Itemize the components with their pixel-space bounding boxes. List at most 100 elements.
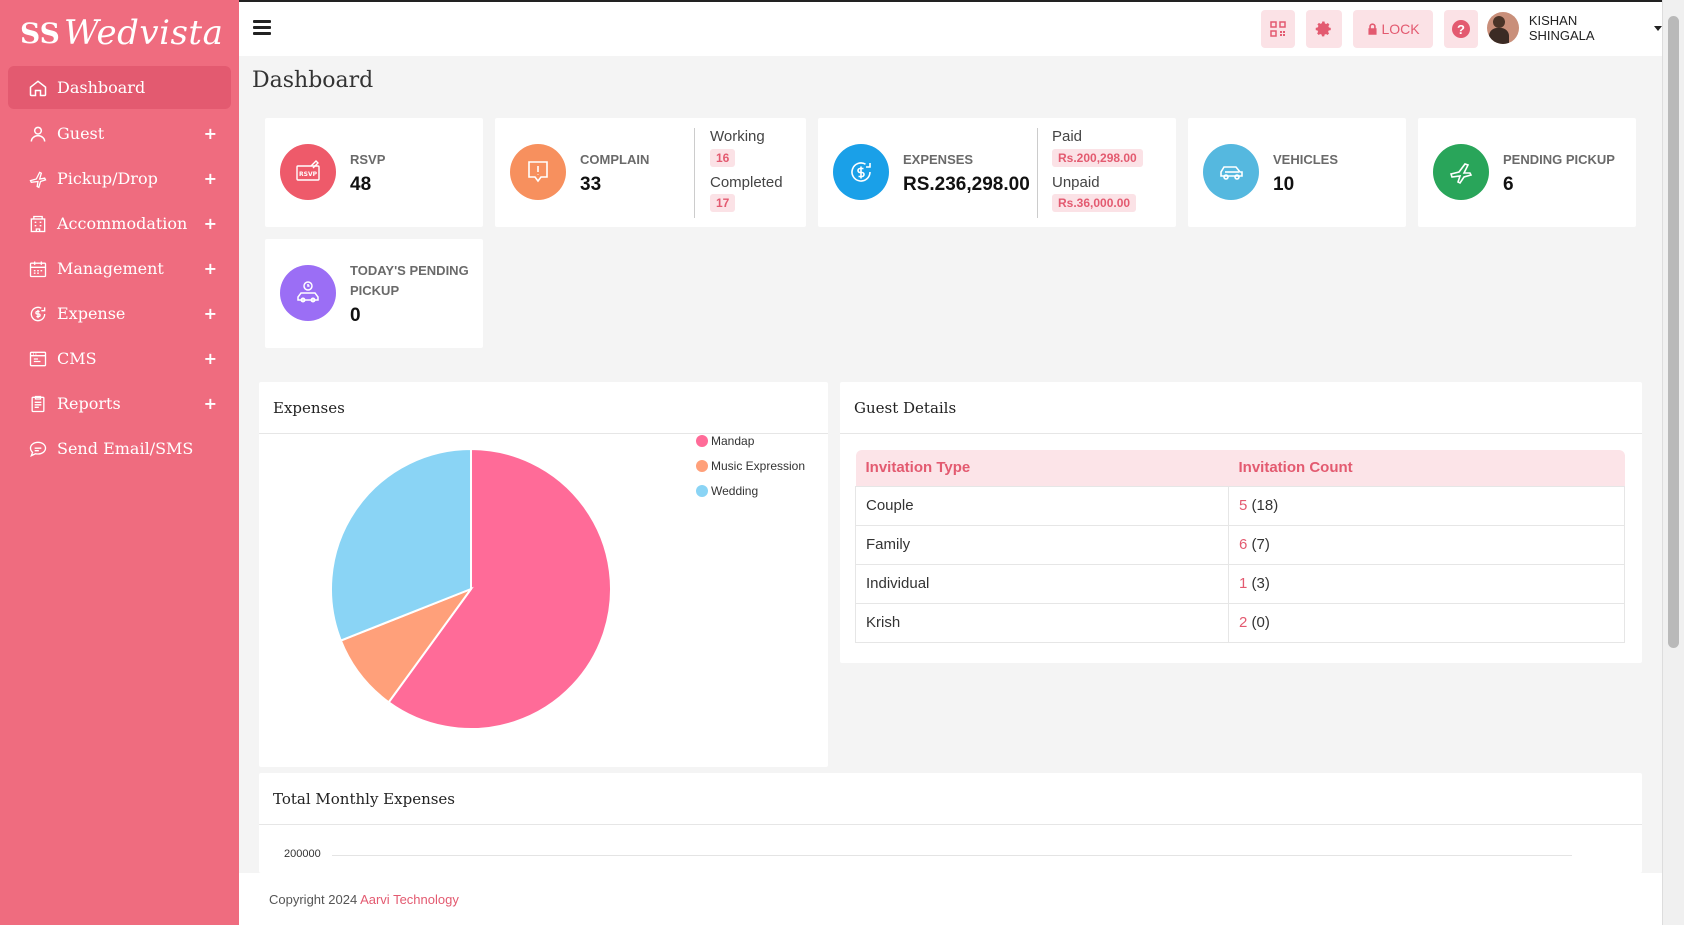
invitation-member-count: (3) [1251, 575, 1270, 592]
expenses-panel-header: Expenses [259, 382, 828, 434]
rsvp-icon-text: RSVP [299, 171, 318, 178]
pie-slice-mandap[interactable] [387, 447, 612, 730]
expenses-card[interactable]: EXPENSES RS.236,298.00 Paid Rs.200,298.0… [818, 118, 1176, 227]
invitation-count-link[interactable]: 5 [1239, 497, 1248, 514]
brand-logo[interactable]: SS Wedvista [0, 0, 239, 66]
paid-label: Paid [1052, 128, 1083, 145]
expand-plus-icon[interactable]: + [203, 349, 217, 368]
expenses-divider [1037, 128, 1038, 218]
invitation-type-cell: Krish [855, 602, 1229, 643]
home-icon [27, 77, 49, 99]
sidebar-item-pickup-drop[interactable]: Pickup/Drop + [0, 156, 239, 201]
sidebar-nav: Dashboard Guest + Pickup/Drop + Accommod… [0, 66, 239, 471]
expenses-chart-panel: Expenses Mandap Music Expression Wedding [259, 382, 828, 767]
legend-label: Mandap [711, 433, 755, 448]
expand-plus-icon[interactable]: + [203, 394, 217, 413]
sidebar-item-cms[interactable]: CMS + [0, 336, 239, 381]
invitation-member-count: (7) [1251, 536, 1270, 553]
sidebar-item-label: Expense [57, 304, 126, 323]
sidebar-item-dashboard[interactable]: Dashboard [8, 66, 231, 109]
pie-slice-music-expression[interactable] [339, 586, 474, 704]
invitation-type-cell: Family [855, 524, 1229, 565]
todays-pending-pickup-card[interactable]: TODAY'S PENDING PICKUP 0 [265, 239, 483, 348]
sidebar-item-label: Guest [57, 124, 105, 143]
expand-plus-icon[interactable]: + [203, 214, 217, 233]
rsvp-card-icon: RSVP [280, 144, 336, 200]
expenses-label: EXPENSES [903, 152, 974, 167]
expand-plus-icon[interactable]: + [203, 304, 217, 323]
table-row: Couple 5 (18) [855, 485, 1625, 526]
expand-plus-icon[interactable]: + [203, 169, 217, 188]
table-row: Family 6 (7) [855, 524, 1625, 565]
monthly-panel-title: Total Monthly Expenses [273, 789, 456, 808]
table-header-row: Invitation Type Invitation Count [855, 450, 1625, 486]
expand-plus-icon[interactable]: + [203, 124, 217, 143]
column-header-invitation-type[interactable]: Invitation Type [855, 450, 1229, 486]
unpaid-badge: Rs.36,000.00 [1052, 194, 1137, 212]
sidebar-item-send-email-sms[interactable]: Send Email/SMS [0, 426, 239, 471]
table-row: Krish 2 (0) [855, 602, 1625, 643]
pending-pickup-card[interactable]: PENDING PICKUP 6 [1418, 118, 1636, 227]
vehicles-value: 10 [1273, 174, 1295, 195]
help-button[interactable]: ? [1444, 10, 1478, 48]
invitation-count-link[interactable]: 6 [1239, 536, 1248, 553]
sidebar-item-management[interactable]: Management + [0, 246, 239, 291]
gridline [332, 855, 1572, 856]
legend-item[interactable]: Music Expression [696, 453, 805, 478]
expand-plus-icon[interactable]: + [203, 259, 217, 278]
company-link[interactable]: Aarvi Technology [360, 892, 459, 907]
invitation-count-link[interactable]: 2 [1239, 614, 1248, 631]
todays-pending-pickup-label-line1: TODAY'S PENDING [350, 263, 469, 278]
complain-card[interactable]: COMPLAIN 33 Working 16 Completed 17 [495, 118, 806, 227]
sidebar-item-expense[interactable]: Expense + [0, 291, 239, 336]
lock-button[interactable]: LOCK [1353, 10, 1433, 48]
invitation-type-cell: Individual [855, 563, 1229, 604]
vehicles-card-icon [1203, 144, 1259, 200]
legend-swatch [696, 484, 708, 497]
legend-item[interactable]: Wedding [696, 478, 805, 503]
y-axis-tick-label: 200000 [284, 848, 321, 860]
legend-item[interactable]: Mandap [696, 428, 805, 453]
invitation-member-count: (0) [1251, 614, 1270, 631]
dollar-icon [27, 303, 49, 325]
scrollbar-thumb[interactable] [1668, 16, 1679, 648]
brand-name: Wedvista [63, 13, 224, 53]
vehicles-card[interactable]: VEHICLES 10 [1188, 118, 1406, 227]
invitation-type-cell: Couple [855, 485, 1229, 526]
guest-details-panel: Guest Details Invitation Type Invitation… [840, 382, 1642, 663]
expenses-card-icon [833, 144, 889, 200]
swan-logo-icon: SS [20, 16, 60, 50]
expenses-panel-title: Expenses [273, 398, 345, 417]
completed-label: Completed [710, 174, 783, 191]
table-row: Individual 1 (3) [855, 563, 1625, 604]
legend-label: Wedding [711, 483, 759, 498]
hamburger-menu-icon[interactable] [253, 20, 271, 36]
complain-value: 33 [580, 174, 602, 195]
browser-icon [27, 348, 49, 370]
invitation-count-link[interactable]: 1 [1239, 575, 1248, 592]
sidebar-item-guest[interactable]: Guest + [0, 111, 239, 156]
pending-pickup-value: 6 [1503, 174, 1514, 195]
sidebar-item-label: Send Email/SMS [57, 439, 194, 458]
user-menu[interactable]: KISHAN SHINGALA [1487, 12, 1662, 44]
sidebar-item-reports[interactable]: Reports + [0, 381, 239, 426]
invitation-member-count: (18) [1251, 497, 1279, 514]
question-circle-icon: ? [1452, 20, 1470, 38]
hotel-icon [27, 213, 49, 235]
settings-button[interactable] [1306, 10, 1342, 48]
column-header-invitation-count[interactable]: Invitation Count [1228, 450, 1625, 486]
taxi-clock-icon [280, 265, 336, 321]
avatar [1487, 12, 1519, 44]
invitation-count-cell: 2 (0) [1228, 602, 1625, 643]
todays-pending-pickup-label: TODAY'S PENDING PICKUP [350, 261, 469, 301]
sidebar-item-accommodation[interactable]: Accommodation + [0, 201, 239, 246]
monthly-expenses-panel: Total Monthly Expenses 200000 [259, 773, 1642, 873]
sidebar-item-label: Pickup/Drop [57, 169, 158, 188]
todays-pending-pickup-value: 0 [350, 305, 361, 326]
pie-slice-wedding[interactable] [330, 447, 472, 642]
rsvp-card[interactable]: RSVP RSVP 48 [265, 118, 483, 227]
unpaid-label: Unpaid [1052, 174, 1100, 191]
qr-code-button[interactable] [1261, 10, 1295, 48]
page-scrollbar[interactable] [1662, 0, 1684, 925]
footer: Copyright 2024 Aarvi Technology [239, 873, 1662, 925]
